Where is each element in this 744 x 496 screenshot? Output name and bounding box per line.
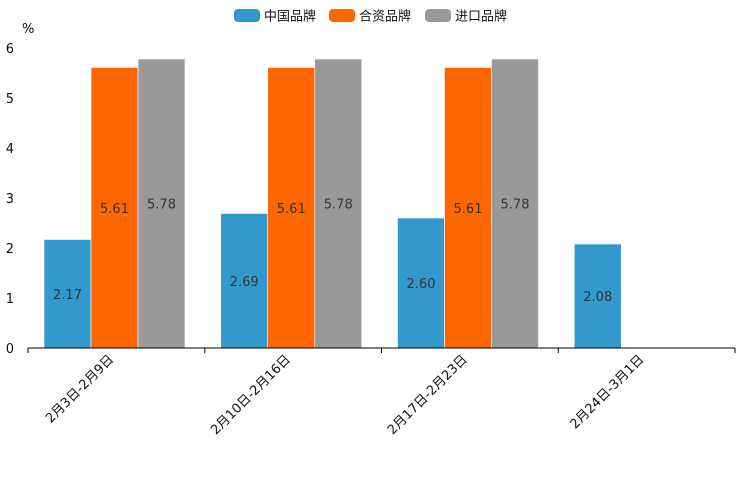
y-axis: 0 1 2 3 4 5 6 (6, 42, 14, 357)
bar-1-4[interactable] (573, 243, 622, 349)
y-tick-label: 4 (6, 142, 14, 157)
data-label-2-1: 5.61 (100, 202, 129, 217)
bar-3-1[interactable] (137, 58, 186, 349)
x-axis: 2月3日-2月9日 2月10日-2月16日 2月17日-2月23日 2月24日-3月1… (27, 347, 736, 438)
data-label-2-3: 5.61 (454, 202, 483, 217)
y-tick-label: 6 (6, 42, 14, 57)
y-tick-label: 2 (6, 242, 14, 257)
bar-1-1[interactable] (43, 239, 92, 349)
y-tick-label: 5 (6, 92, 14, 107)
y-tick-label: 1 (6, 292, 14, 307)
legend-swatch-1[interactable] (234, 9, 260, 22)
data-label-2-2: 5.61 (277, 202, 306, 217)
data-label-1-4: 2.08 (583, 290, 612, 305)
data-label-1-3: 2.60 (407, 277, 436, 292)
bar-2-3[interactable] (444, 67, 492, 349)
x-tick-label: 2月17日-2月23日 (385, 352, 471, 438)
data-label-3-1: 5.78 (147, 198, 176, 213)
data-label-1-1: 2.17 (53, 288, 82, 303)
legend-swatch-3[interactable] (425, 9, 451, 22)
legend: 中国品牌 合资品牌 进口品牌 (234, 9, 507, 25)
bar-3-2[interactable] (314, 58, 363, 349)
data-label-1-2: 2.69 (230, 275, 259, 290)
bar-1-2[interactable] (220, 213, 269, 349)
x-tick-label: 2月10日-2月16日 (208, 352, 294, 438)
bar-2-2[interactable] (267, 67, 316, 349)
legend-label-2[interactable]: 合资品牌 (359, 9, 411, 25)
y-tick-label: 3 (6, 192, 14, 207)
data-labels: 2.17 5.61 5.78 2.69 5.61 5.78 2.60 5.61 5.78 2.08 (53, 198, 612, 306)
y-tick-label: 0 (6, 342, 14, 357)
bars (43, 58, 622, 349)
y-axis-unit-label: % (22, 22, 34, 37)
data-label-3-2: 5.78 (324, 198, 353, 213)
x-tick-label: 2月3日-2月9日 (43, 352, 117, 426)
legend-label-3[interactable]: 进口品牌 (455, 9, 507, 25)
legend-label-1[interactable]: 中国品牌 (264, 9, 316, 25)
data-label-3-3: 5.78 (501, 198, 530, 213)
bar-2-1[interactable] (90, 67, 139, 349)
legend-swatch-2[interactable] (329, 9, 355, 22)
x-tick-label: 2月24日-3月1日 (568, 352, 648, 432)
